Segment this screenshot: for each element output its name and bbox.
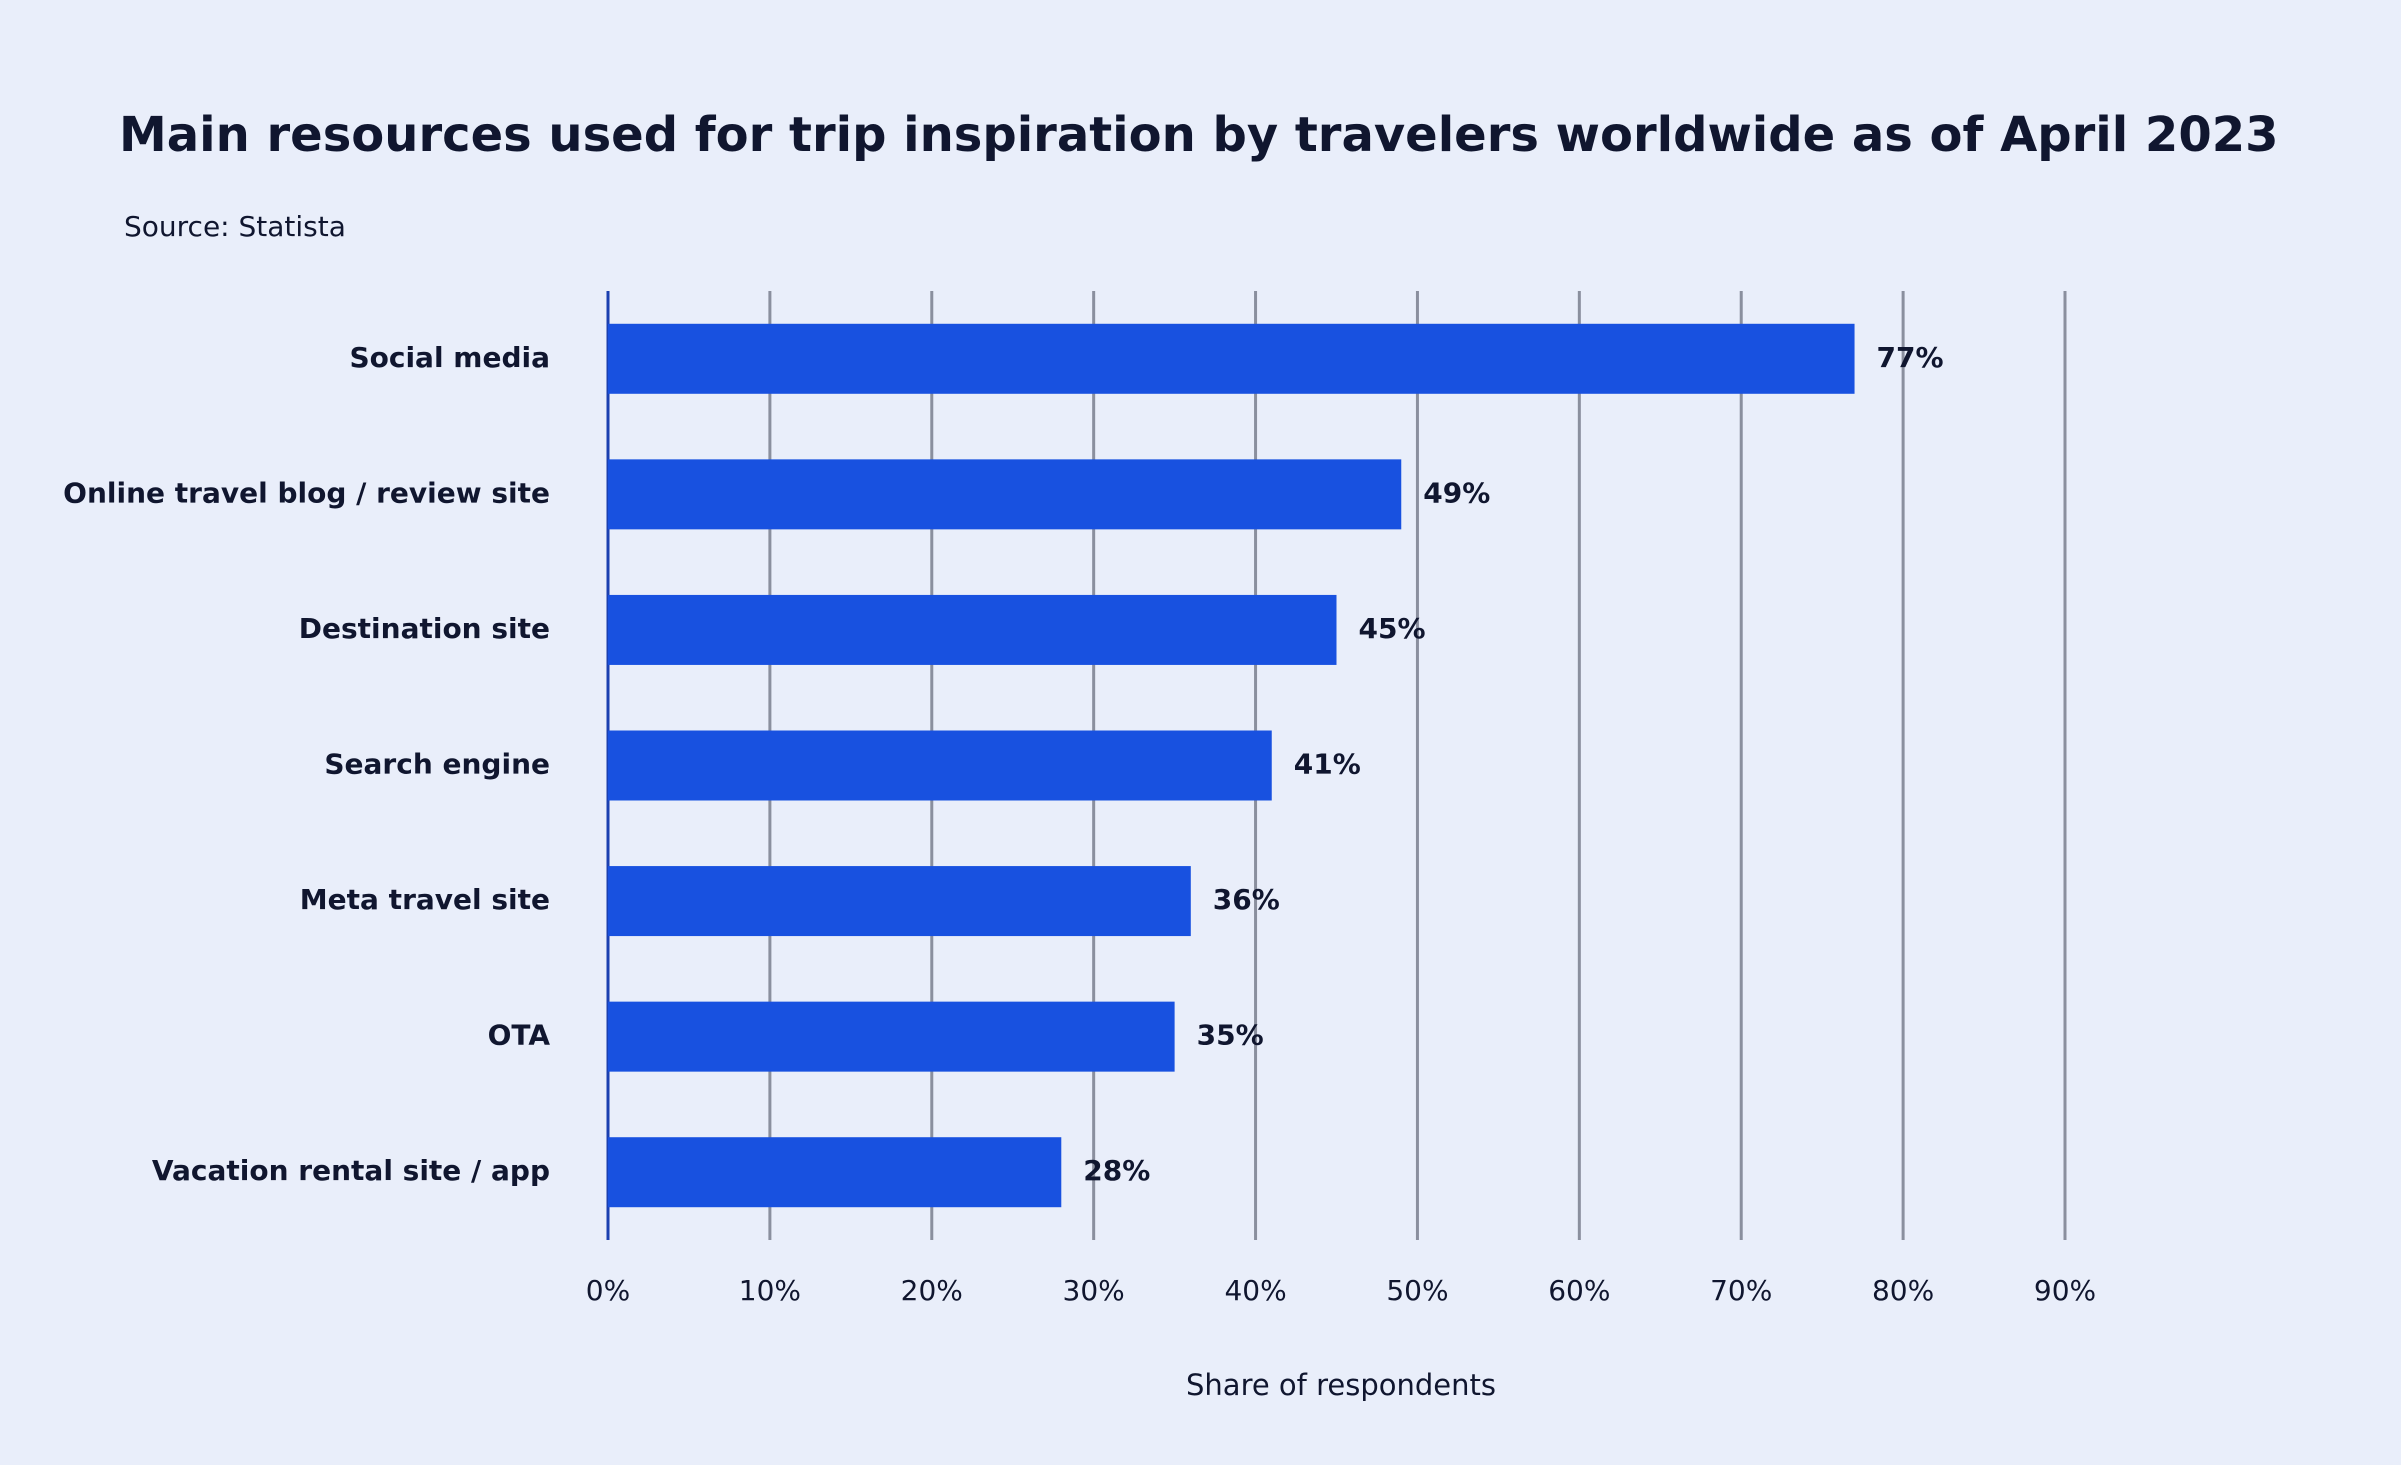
value-label: 49% (1423, 476, 1490, 509)
bar (608, 323, 1855, 394)
bar (608, 1137, 1062, 1208)
value-label: 36% (1213, 883, 1280, 916)
bar (608, 459, 1402, 530)
bar (608, 594, 1337, 665)
bar (608, 730, 1272, 801)
value-label: 28% (1083, 1154, 1150, 1187)
value-label: 45% (1359, 612, 1426, 645)
chart-title: Main resources used for trip inspiration… (119, 107, 2279, 163)
x-tick-label: 70% (1710, 1274, 1772, 1307)
x-tick-label: 90% (2034, 1274, 2096, 1307)
bar (608, 1001, 1175, 1072)
category-label: Search engine (324, 748, 550, 781)
x-tick-label: 80% (1872, 1274, 1934, 1307)
x-tick-label: 60% (1548, 1274, 1610, 1307)
category-label: Social media (349, 341, 550, 374)
category-label: Meta travel site (300, 883, 550, 916)
category-label: Destination site (299, 612, 550, 645)
x-tick-label: 10% (739, 1274, 801, 1307)
category-label: Vacation rental site / app (152, 1154, 550, 1187)
value-label: 77% (1877, 341, 1944, 374)
value-label: 35% (1197, 1019, 1264, 1052)
x-tick-label: 0% (586, 1274, 630, 1307)
x-tick-label: 30% (1063, 1274, 1125, 1307)
value-label: 41% (1294, 748, 1361, 781)
x-axis-title: Share of respondents (1186, 1368, 1496, 1402)
category-label: Online travel blog / review site (63, 476, 550, 509)
bar (608, 866, 1191, 937)
x-tick-label: 20% (901, 1274, 963, 1307)
category-label: OTA (488, 1019, 551, 1052)
x-tick-label: 40% (1224, 1274, 1286, 1307)
x-tick-label: 50% (1386, 1274, 1448, 1307)
chart-subtitle: Source: Statista (124, 210, 346, 243)
